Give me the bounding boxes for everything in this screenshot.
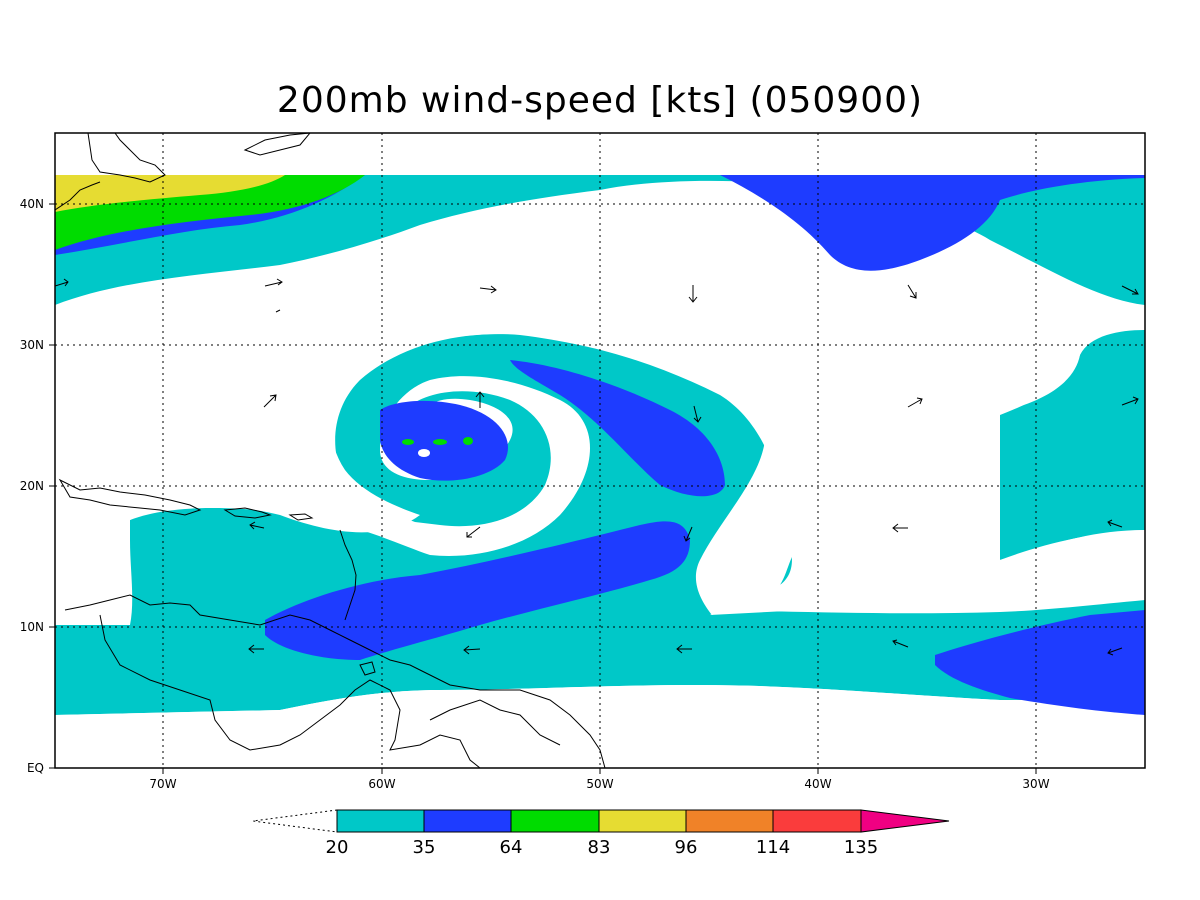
wind-arrow bbox=[475, 391, 485, 408]
calm-eye bbox=[418, 449, 430, 457]
lon-tick-label: 40W bbox=[804, 777, 831, 791]
contour-35-kt bbox=[935, 610, 1145, 715]
wind-arrow bbox=[688, 285, 698, 303]
wind-arrow bbox=[693, 405, 702, 423]
wind-vectors bbox=[55, 278, 1139, 656]
calm-region bbox=[720, 530, 1145, 614]
lat-tick-label: 10N bbox=[20, 620, 44, 634]
contour-64-kt bbox=[463, 437, 473, 445]
contour-20-kt bbox=[55, 175, 1145, 305]
wind-arrow bbox=[907, 284, 917, 299]
lon-tick-label: 70W bbox=[149, 777, 176, 791]
colorbar-swatch bbox=[423, 809, 512, 833]
lat-tick-label: 40N bbox=[20, 197, 44, 211]
coastline-trinidad bbox=[359, 661, 376, 676]
wind-arrow bbox=[683, 526, 693, 542]
wind-arrow bbox=[248, 644, 264, 654]
lat-tick-label: 30N bbox=[20, 338, 44, 352]
coastline-bermuda bbox=[275, 309, 281, 313]
coastline-nova-scotia bbox=[243, 133, 311, 156]
colorbar-swatch bbox=[772, 809, 862, 833]
wind-arrow bbox=[1121, 285, 1139, 295]
coastlines bbox=[55, 133, 606, 768]
wind-field bbox=[55, 133, 1145, 768]
colorbar-over-triangle bbox=[860, 809, 950, 833]
colorbar-label: 20 bbox=[326, 837, 349, 858]
colorbar-label: 96 bbox=[675, 837, 698, 858]
coastline-caribbean-islands bbox=[58, 478, 202, 516]
wind-arrow bbox=[463, 645, 481, 655]
contour-64-kt bbox=[433, 439, 447, 445]
lon-tick-label: 60W bbox=[368, 777, 395, 791]
coastline-interior-borders bbox=[429, 699, 561, 746]
wind-arrow bbox=[892, 523, 908, 533]
colorbar-label: 35 bbox=[413, 837, 436, 858]
colorbar-label: 83 bbox=[588, 837, 611, 858]
colorbar-under-triangle bbox=[252, 809, 338, 833]
coastline-hispaniola bbox=[223, 507, 272, 519]
lon-tick-label: 50W bbox=[586, 777, 613, 791]
wind-arrow bbox=[55, 278, 69, 287]
coastline-north-america bbox=[87, 133, 166, 183]
wind-arrow bbox=[249, 521, 265, 530]
lat-tick-label: EQ bbox=[27, 761, 44, 775]
lat-tick-label: 20N bbox=[20, 479, 44, 493]
wind-arrow bbox=[264, 278, 283, 287]
colorbar-label: 64 bbox=[500, 837, 523, 858]
wind-arrow bbox=[1121, 396, 1139, 406]
coastline-south-america-inland bbox=[99, 614, 481, 768]
wind-arrow bbox=[892, 639, 909, 648]
wind-arrow bbox=[263, 394, 277, 408]
contour-83-kt bbox=[55, 175, 285, 212]
contour-35-kt bbox=[265, 521, 690, 660]
wind-arrow bbox=[676, 644, 692, 654]
wind-arrow bbox=[1107, 519, 1123, 528]
tick-marks bbox=[49, 203, 1037, 774]
colorbar-label: 135 bbox=[844, 837, 878, 858]
colorbar-label: 114 bbox=[756, 837, 790, 858]
coastline-puerto-rico bbox=[288, 513, 314, 521]
colorbar-swatch bbox=[598, 809, 687, 833]
wind-arrow bbox=[466, 526, 481, 538]
coastline-lesser-antilles bbox=[339, 529, 357, 621]
contour-35-kt bbox=[55, 175, 1145, 271]
coastline-north-america bbox=[55, 181, 101, 211]
wind-arrow bbox=[479, 285, 497, 294]
wind-arrow bbox=[907, 397, 923, 408]
map-title: 200mb wind-speed [kts] (050900) bbox=[276, 80, 924, 121]
graticule bbox=[55, 133, 1145, 768]
calm-region bbox=[55, 685, 1145, 768]
color-bar: 20 35 64 83 96 114 135 bbox=[252, 809, 950, 858]
lon-tick-label: 30W bbox=[1022, 777, 1049, 791]
colorbar-swatch bbox=[336, 809, 425, 833]
coastline-south-america bbox=[64, 594, 606, 768]
colorbar-swatch bbox=[510, 809, 600, 833]
calm-region bbox=[55, 201, 1080, 615]
wind-arrow bbox=[1107, 647, 1123, 656]
contour-35-kt bbox=[510, 360, 725, 497]
contour-64-kt bbox=[402, 439, 414, 445]
colorbar-swatch bbox=[685, 809, 774, 833]
